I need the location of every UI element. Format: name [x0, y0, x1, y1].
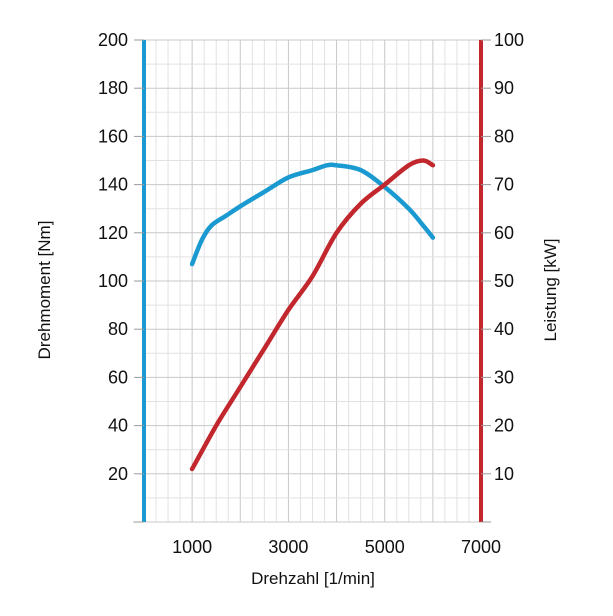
left-tick-label: 180	[98, 78, 128, 98]
left-tick-label: 60	[108, 367, 128, 387]
left-tick-label: 120	[98, 223, 128, 243]
left-axis-ticks: 20 40 60 80 100 120 140 160 180 200	[98, 30, 128, 484]
torque-line	[189, 162, 436, 267]
right-tick-label: 60	[494, 223, 514, 243]
power-line	[189, 158, 436, 472]
left-tick-label: 140	[98, 175, 128, 195]
left-tick-label: 200	[98, 30, 128, 50]
right-axis-title: Leistung [kW]	[541, 239, 560, 342]
x-axis-title: Drehzahl [1/min]	[251, 569, 375, 588]
right-tick-label: 20	[494, 416, 514, 436]
right-axis-ticks: 10 20 30 40 50 60 70 80 90 100	[494, 30, 524, 484]
x-tick-label: 7000	[461, 537, 501, 557]
x-tick-label: 3000	[268, 537, 308, 557]
right-tick-label: 70	[494, 175, 514, 195]
right-tick-label: 50	[494, 271, 514, 291]
left-tick-label: 80	[108, 319, 128, 339]
right-tick-label: 100	[494, 30, 524, 50]
right-tick-label: 40	[494, 319, 514, 339]
left-tick-label: 20	[108, 464, 128, 484]
right-tick-label: 80	[494, 126, 514, 146]
x-axis-ticks: 1000 3000 5000 7000	[172, 537, 501, 557]
right-tick-label: 10	[494, 464, 514, 484]
left-tick-label: 100	[98, 271, 128, 291]
x-tick-label: 1000	[172, 537, 212, 557]
left-axis-title: Drehmoment [Nm]	[35, 221, 54, 360]
grid	[133, 39, 482, 523]
axes	[134, 39, 491, 523]
left-tick-label: 40	[108, 416, 128, 436]
right-tick-label: 90	[494, 78, 514, 98]
right-tick-label: 30	[494, 367, 514, 387]
x-tick-label: 5000	[365, 537, 405, 557]
series-lines	[189, 158, 436, 472]
left-tick-label: 160	[98, 126, 128, 146]
